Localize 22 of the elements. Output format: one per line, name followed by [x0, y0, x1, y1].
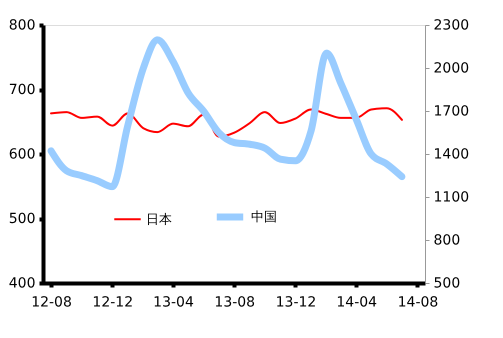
y2-tick-label: 1100 — [434, 190, 470, 206]
y2-tick-label: 1400 — [434, 146, 470, 162]
y2-tick-label: 1700 — [434, 104, 470, 120]
y2-tick-label: 2300 — [434, 18, 470, 34]
x-tick-label: 12-08 — [31, 294, 72, 310]
x-tick-label: 14-08 — [398, 294, 438, 310]
x-tick-label: 12-12 — [92, 294, 134, 310]
y-tick-label: 400 — [8, 276, 36, 292]
y-tick-label: 700 — [8, 82, 36, 98]
x-tick-label: 13-12 — [276, 294, 316, 310]
legend-label: 日本 — [146, 212, 172, 228]
y-tick-label: 800 — [8, 18, 36, 34]
y-tick-label: 500 — [8, 211, 36, 227]
x-tick-label: 14-04 — [336, 294, 378, 310]
legend-label: 中国 — [251, 210, 277, 225]
y-tick-label: 600 — [8, 146, 36, 162]
y2-tick-label: 2000 — [434, 60, 470, 76]
y2-tick-label: 500 — [434, 276, 460, 292]
y2-tick-label: 800 — [434, 232, 460, 248]
line-series — [50, 107, 403, 138]
x-tick-label: 13-08 — [214, 294, 256, 310]
x-tick-label: 13-04 — [153, 294, 194, 310]
